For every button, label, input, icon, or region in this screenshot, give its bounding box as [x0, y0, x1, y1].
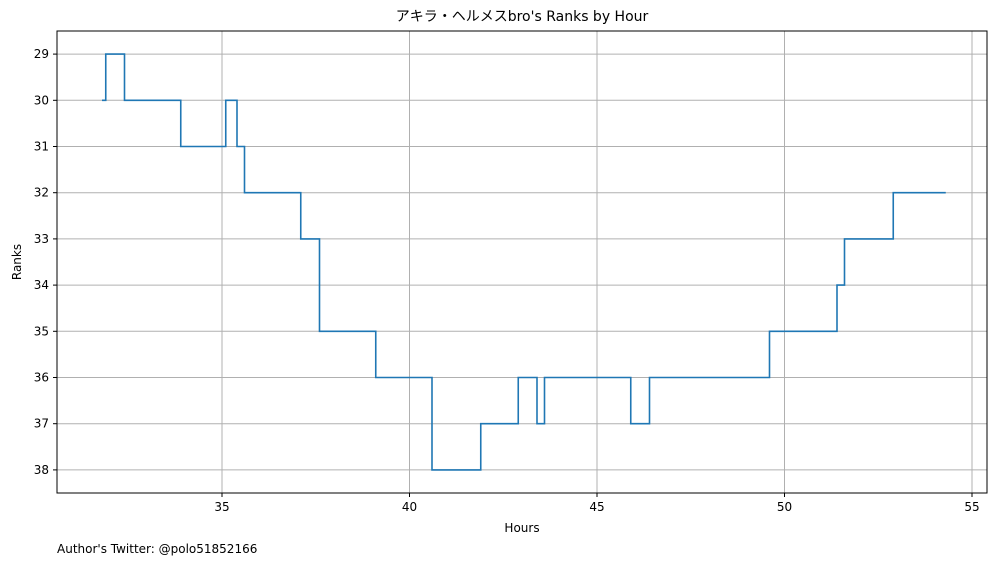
rank-series-line	[102, 53, 946, 471]
y-tick-label: 30	[34, 93, 49, 107]
x-tick-label: 55	[964, 500, 979, 514]
y-axis-label: Ranks	[10, 244, 24, 280]
x-axis-label: Hours	[504, 521, 539, 535]
author-footnote: Author's Twitter: @polo51852166	[57, 542, 257, 556]
y-tick-label: 35	[34, 324, 49, 338]
plot-frame	[56, 30, 988, 494]
x-tick-label: 45	[589, 500, 604, 514]
x-tick-label: 50	[777, 500, 792, 514]
chart-title: アキラ・ヘルメスbro's Ranks by Hour	[396, 9, 649, 25]
x-tick-label: 35	[214, 500, 229, 514]
y-tick-label: 36	[34, 371, 49, 385]
y-tick-label: 38	[34, 463, 49, 477]
series-layer	[102, 53, 946, 471]
y-tick-label: 34	[34, 278, 49, 292]
y-tick-label: 37	[34, 417, 49, 431]
y-tick-label: 31	[34, 140, 49, 154]
grid	[57, 31, 987, 493]
ticks: 35 40 45 50 55 29 30 31 32 33 34 35 36 37 38	[34, 47, 980, 514]
y-tick-label: 29	[34, 47, 49, 61]
x-tick-label: 40	[402, 500, 417, 514]
y-tick-label: 32	[34, 186, 49, 200]
y-tick-label: 33	[34, 232, 49, 246]
